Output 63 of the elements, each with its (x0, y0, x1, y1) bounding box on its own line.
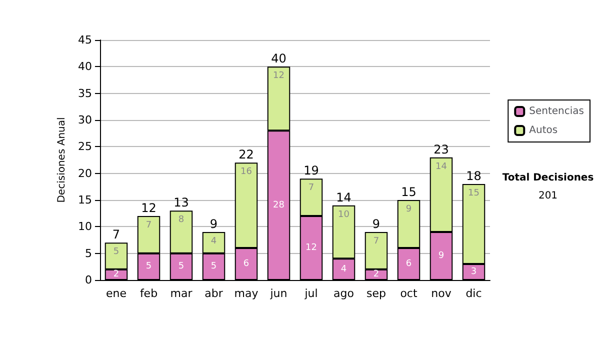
legend-label: Sentencias (529, 106, 584, 117)
total-label: 40 (271, 52, 286, 66)
total-label: 14 (336, 190, 352, 204)
x-tick-label: oct (400, 287, 418, 300)
data-label: 5 (146, 262, 152, 272)
y-tick-label: 25 (78, 140, 92, 154)
total-label: 9 (372, 217, 380, 231)
y-tick-label: 45 (78, 34, 92, 46)
x-tick-label: may (234, 287, 259, 300)
text: Total Decisiones (502, 172, 594, 184)
data-label: 7 (373, 236, 380, 246)
y-tick-label: 10 (78, 220, 92, 234)
total-label: 15 (401, 185, 416, 199)
x-tick-label: feb (140, 287, 158, 300)
data-label: 9 (438, 251, 444, 261)
data-label: 28 (273, 200, 285, 210)
total-label: 22 (238, 148, 254, 162)
y-tick-label: 20 (78, 166, 92, 180)
total-label: 9 (210, 217, 218, 231)
x-tick-label: mar (170, 287, 193, 300)
x-tick-label: abr (204, 287, 224, 300)
data-label: 15 (468, 188, 480, 198)
y-tick-label: 5 (85, 246, 92, 260)
data-label: 16 (240, 167, 252, 178)
data-label: 10 (338, 210, 350, 220)
legend-label: Autos (529, 125, 558, 136)
data-label: 14 (436, 162, 448, 172)
data-label: 6 (406, 259, 412, 269)
x-tick-label: ene (106, 287, 127, 300)
total-label: 13 (174, 196, 189, 210)
data-label: 5 (113, 247, 120, 258)
y-axis-title: Decisiones Anual (56, 117, 68, 203)
x-tick-label: jun (269, 287, 288, 300)
data-label: 7 (308, 183, 314, 194)
x-tick-label: jul (304, 287, 318, 300)
y-tick-label: 35 (78, 86, 92, 100)
data-label: 6 (243, 259, 250, 269)
total-label: 19 (304, 164, 319, 178)
data-label: 4 (340, 264, 347, 274)
data-label: 3 (470, 267, 477, 277)
x-tick-label: ago (334, 287, 354, 300)
y-tick-label: 0 (85, 274, 92, 286)
y-tick-label: 30 (78, 114, 92, 126)
text: 201 (538, 190, 558, 202)
data-label: 4 (210, 236, 217, 246)
total-label: 18 (466, 169, 482, 183)
data-label: 8 (178, 215, 184, 226)
total-label: 7 (112, 228, 120, 242)
total-label: 12 (141, 201, 156, 215)
y-tick-label: 40 (78, 60, 92, 74)
x-tick-label: nov (431, 287, 452, 300)
data-label: 12 (273, 71, 284, 82)
data-label: 5 (178, 262, 184, 272)
x-tick-label: sep (366, 287, 386, 300)
y-tick-label: 15 (78, 194, 92, 206)
data-label: 12 (306, 243, 317, 253)
total-label: 23 (434, 142, 449, 156)
data-label: 5 (210, 262, 217, 272)
x-tick-label: dic (466, 287, 482, 300)
data-label: 9 (406, 204, 412, 214)
data-label: 7 (146, 220, 152, 230)
data-label: 2 (373, 270, 380, 280)
data-label: 2 (113, 270, 120, 280)
